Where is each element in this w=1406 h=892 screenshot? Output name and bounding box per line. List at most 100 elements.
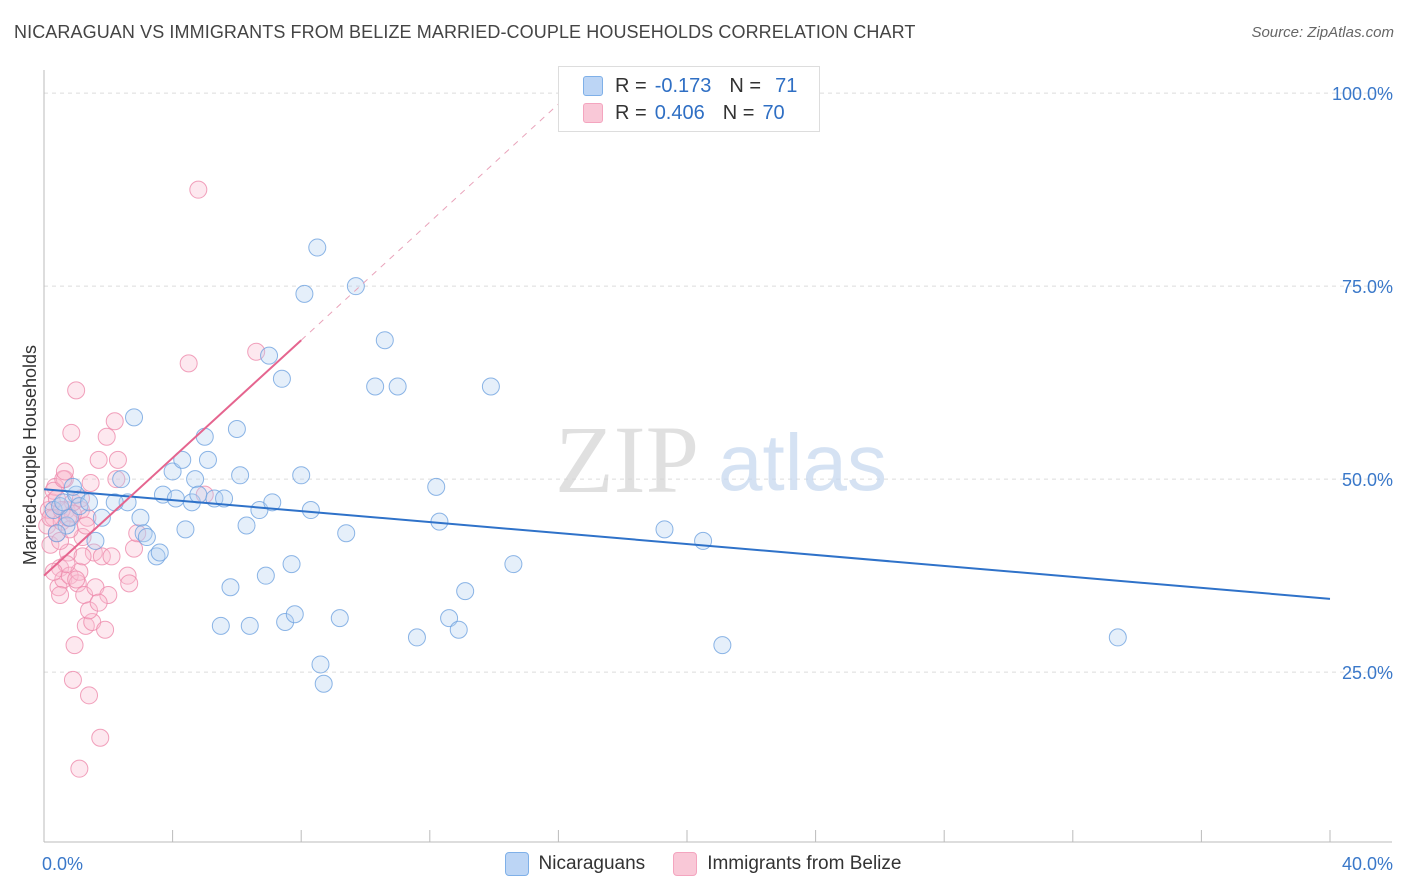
scatter-point: [118, 493, 137, 512]
scatter-point: [86, 531, 105, 550]
legend-swatch-blue: [504, 852, 529, 876]
scatter-point: [282, 555, 301, 574]
scatter-point: [713, 636, 732, 655]
scatter-point: [118, 566, 137, 585]
scatter-point: [125, 408, 144, 427]
scatter-point: [41, 535, 60, 554]
scatter-point: [366, 377, 385, 396]
trend-line-belize-extension: [300, 88, 575, 341]
y-tick-label: 25.0%: [1342, 663, 1393, 683]
scatter-point: [314, 674, 333, 693]
scatter-point: [73, 547, 92, 566]
scatter-point: [92, 547, 111, 566]
legend-n-label: N =: [729, 74, 762, 97]
scatter-point: [65, 636, 84, 655]
scatter-point: [97, 427, 116, 446]
chart-title: NICARAGUAN VS IMMIGRANTS FROM BELIZE MAR…: [14, 22, 916, 42]
scatter-point: [481, 377, 500, 396]
scatter-point: [346, 277, 365, 296]
scatter-point: [179, 354, 198, 373]
scatter-point: [55, 462, 74, 481]
scatter-point: [67, 570, 86, 589]
scatter-point: [92, 508, 111, 527]
scatter-point: [427, 477, 446, 496]
scatter-point: [128, 524, 147, 543]
legend-label-nicaraguans: Nicaraguans: [538, 853, 646, 874]
scatter-point: [198, 450, 217, 469]
axes: [43, 70, 1392, 843]
legend-label-belize: Immigrants from Belize: [707, 853, 902, 874]
legend-r-label: R =: [615, 101, 647, 124]
scatter-point: [89, 450, 108, 469]
scatter-point: [108, 450, 127, 469]
legend-swatch-pink: [673, 852, 698, 876]
y-tick-label: 50.0%: [1342, 470, 1393, 490]
legend-item-belize[interactable]: Immigrants from Belize: [673, 852, 901, 876]
scatter-point: [449, 620, 468, 639]
scatter-point: [189, 485, 208, 504]
scatter-point: [240, 616, 259, 635]
scatter-point: [221, 578, 240, 597]
legend-r-value: 0.406: [654, 101, 705, 124]
y-axis-label: Married-couple Households: [20, 345, 40, 565]
scatter-point: [176, 520, 195, 539]
x-tick-label: 40.0%: [1342, 854, 1393, 874]
series-legend: Nicaraguans Immigrants from Belize: [0, 852, 1406, 876]
watermark-atlas: atlas: [718, 418, 887, 507]
scatter-point: [67, 381, 86, 400]
scatter-point: [99, 585, 118, 604]
scatter-point: [63, 670, 82, 689]
scatter-point: [91, 728, 110, 747]
scatter-point: [189, 180, 208, 199]
scatter-point: [655, 520, 674, 539]
legend-item-nicaraguans[interactable]: Nicaraguans: [504, 852, 646, 876]
scatter-point: [330, 609, 349, 628]
scatter-point: [163, 462, 182, 481]
scatter-point: [120, 574, 139, 593]
trend-line-nicaraguans: [43, 488, 1331, 600]
scatter-point: [260, 346, 279, 365]
legend-swatch-pink: [583, 103, 603, 123]
scatter-point: [1108, 628, 1127, 647]
scatter-point: [272, 369, 291, 388]
scatter-point: [263, 493, 282, 512]
scatter-point: [80, 493, 99, 512]
trend-lines: [43, 88, 1331, 600]
scatter-point: [292, 466, 311, 485]
scatter-point: [89, 593, 108, 612]
scatter-point: [211, 616, 230, 635]
scatter-point: [54, 470, 73, 489]
scatter-point: [80, 686, 99, 705]
scatter-point: [70, 497, 89, 516]
y-tick-label: 100.0%: [1332, 84, 1393, 104]
scatter-point: [137, 528, 156, 547]
scatter-point: [285, 605, 304, 624]
x-tick-label: 0.0%: [42, 854, 83, 874]
gridlines: [44, 92, 1392, 673]
scatter-point: [504, 555, 523, 574]
scatter-point: [51, 585, 70, 604]
legend-row-belize: R = 0.406 N = 70: [583, 100, 785, 126]
scatter-point: [456, 582, 475, 601]
legend-r-label: R =: [615, 74, 647, 97]
y-tick-label: 75.0%: [1342, 277, 1393, 297]
scatter-point: [44, 562, 63, 581]
scatter-point: [166, 489, 185, 508]
scatter-point: [388, 377, 407, 396]
series-nicaraguans: [44, 238, 1127, 693]
scatter-point: [440, 609, 459, 628]
legend-n-value: 70: [762, 101, 785, 124]
scatter-point: [112, 470, 131, 489]
scatter-point: [107, 470, 126, 489]
scatter-point: [195, 427, 214, 446]
correlation-legend: R = -0.173 N = 71 R = 0.406 N = 70: [558, 66, 820, 132]
scatter-point: [308, 238, 327, 257]
scatter-point: [227, 419, 246, 438]
scatter-point: [337, 524, 356, 543]
scatter-point: [237, 516, 256, 535]
scatter-point: [125, 539, 144, 558]
scatter-point: [131, 508, 150, 527]
legend-n-value: 71: [775, 74, 798, 97]
scatter-point: [276, 612, 295, 631]
